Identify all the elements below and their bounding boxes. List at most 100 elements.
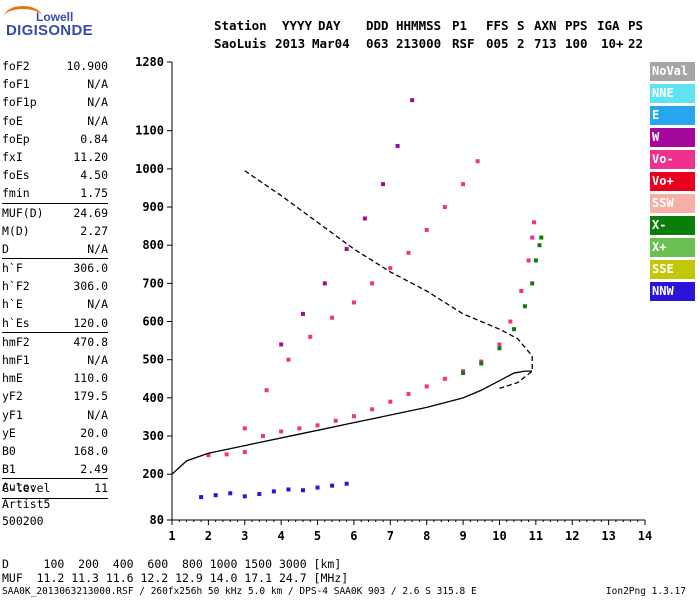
param-key: yE xyxy=(2,425,16,440)
param-row: foEp 0.84 xyxy=(2,130,108,148)
data-point xyxy=(344,247,349,252)
param-row: h`E N/A xyxy=(2,295,108,313)
x-tick-label: 1 xyxy=(168,529,175,543)
param-row: fmin 1.75 xyxy=(2,184,108,202)
data-point xyxy=(442,376,447,381)
hdr-val-ffs: 005 xyxy=(486,36,509,51)
param-value: N/A xyxy=(87,113,108,128)
param-value: 24.69 xyxy=(73,205,108,220)
legend-item: NNW xyxy=(650,282,695,301)
param-row: foF1p N/A xyxy=(2,93,108,111)
legend-item: X- xyxy=(650,216,695,235)
data-point xyxy=(512,327,517,332)
param-value: N/A xyxy=(87,95,108,110)
param-value: 168.0 xyxy=(73,443,108,458)
x-tick-label: 10 xyxy=(492,529,506,543)
param-value: N/A xyxy=(87,77,108,92)
x-tick-label: 12 xyxy=(565,529,579,543)
param-row: h`F2 306.0 xyxy=(2,277,108,295)
data-point xyxy=(242,494,247,499)
data-point xyxy=(351,300,356,305)
param-value: 10.900 xyxy=(66,59,108,73)
data-point xyxy=(410,98,415,103)
legend-item: NoVal xyxy=(650,62,695,81)
y-tick-label: 1100 xyxy=(135,124,164,138)
param-value: 179.5 xyxy=(73,389,108,404)
legend: NoVal NNE E W Vo- Vo+ SSW X- X+ SSE NNW xyxy=(650,62,695,304)
footer-d-row: D 100 200 400 600 800 1000 1500 3000 [km… xyxy=(2,557,342,571)
param-key: MUF(D) xyxy=(2,205,44,220)
data-point xyxy=(242,426,247,431)
data-point xyxy=(406,392,411,397)
x-tick-label: 5 xyxy=(314,529,321,543)
hdr-val-hhmmss: 213000 xyxy=(396,36,442,51)
param-row: foF1 N/A xyxy=(2,75,108,93)
data-point xyxy=(424,227,429,232)
param-key: B1 xyxy=(2,462,16,477)
param-key: yF2 xyxy=(2,389,23,404)
data-point xyxy=(424,384,429,389)
data-point xyxy=(362,216,367,221)
param-value: 120.0 xyxy=(73,315,108,330)
data-point xyxy=(461,182,466,187)
hdr-val-station: SaoLuis xyxy=(214,36,267,51)
data-point xyxy=(442,205,447,210)
data-point xyxy=(224,452,229,457)
param-key: h`E xyxy=(2,297,23,312)
param-value: 11 xyxy=(94,481,108,496)
y-tick-label: 300 xyxy=(142,429,164,443)
series-extrapolated xyxy=(244,170,533,389)
param-key: C-level xyxy=(2,481,51,496)
data-point xyxy=(522,304,527,309)
data-point xyxy=(308,334,313,339)
logo-arc xyxy=(4,6,42,27)
data-point xyxy=(206,453,211,458)
data-point xyxy=(257,492,262,497)
param-row: hmE 110.0 xyxy=(2,369,108,387)
param-key: foE xyxy=(2,113,23,128)
logo-bottom-text: DIGISONDE xyxy=(6,22,93,39)
param-key: foEs xyxy=(2,168,30,183)
param-value: N/A xyxy=(87,297,108,312)
y-tick-label: 200 xyxy=(142,467,164,481)
parameter-panel: foF2 10.900 foF1 N/A foF1p N/A foE N/A foEp 0.84 f… xyxy=(2,57,108,499)
x-tick-label: 9 xyxy=(459,529,466,543)
x-tick-label: 3 xyxy=(241,529,248,543)
param-key: foF1 xyxy=(2,77,30,92)
param-value: 306.0 xyxy=(73,279,108,294)
data-point xyxy=(279,342,284,347)
data-point xyxy=(199,495,204,500)
param-value: 470.8 xyxy=(73,334,108,349)
param-key: h`F xyxy=(2,261,23,276)
param-row: MUF(D) 24.69 xyxy=(2,202,108,222)
hdr-iga: IGA xyxy=(597,18,620,33)
legend-item: SSE xyxy=(650,260,695,279)
param-value: 2.27 xyxy=(80,223,108,238)
y-tick-label: 800 xyxy=(142,238,164,252)
data-point xyxy=(479,361,484,366)
chart-axes: 1 2 3 4 5 6 7 8 9 10 11 12 13 14802003004005006007008… xyxy=(135,55,652,543)
legend-item: X+ xyxy=(650,238,695,257)
param-value: 0.84 xyxy=(80,131,108,146)
param-key: foF1p xyxy=(2,95,37,110)
hdr-val-day: Mar04 xyxy=(312,36,350,51)
hdr-ffs: FFS xyxy=(486,18,509,33)
data-point xyxy=(286,357,291,362)
param-key: fxI xyxy=(2,149,23,164)
data-point xyxy=(539,235,544,240)
param-value: 20.0 xyxy=(80,425,108,440)
data-point xyxy=(388,399,393,404)
data-point xyxy=(533,258,538,263)
param-row: B1 2.49 xyxy=(2,460,108,478)
data-point xyxy=(526,258,531,263)
param-value: 4.50 xyxy=(80,168,108,183)
hdr-val-iga: 10+ xyxy=(601,36,624,51)
x-tick-label: 6 xyxy=(350,529,357,543)
data-point xyxy=(395,143,400,148)
param-key: foF2 xyxy=(2,59,30,73)
param-key: M(D) xyxy=(2,223,30,238)
x-tick-label: 4 xyxy=(278,529,285,543)
data-point xyxy=(497,346,502,351)
hdr-yyyy: YYYY xyxy=(282,18,313,33)
data-point xyxy=(530,235,535,240)
